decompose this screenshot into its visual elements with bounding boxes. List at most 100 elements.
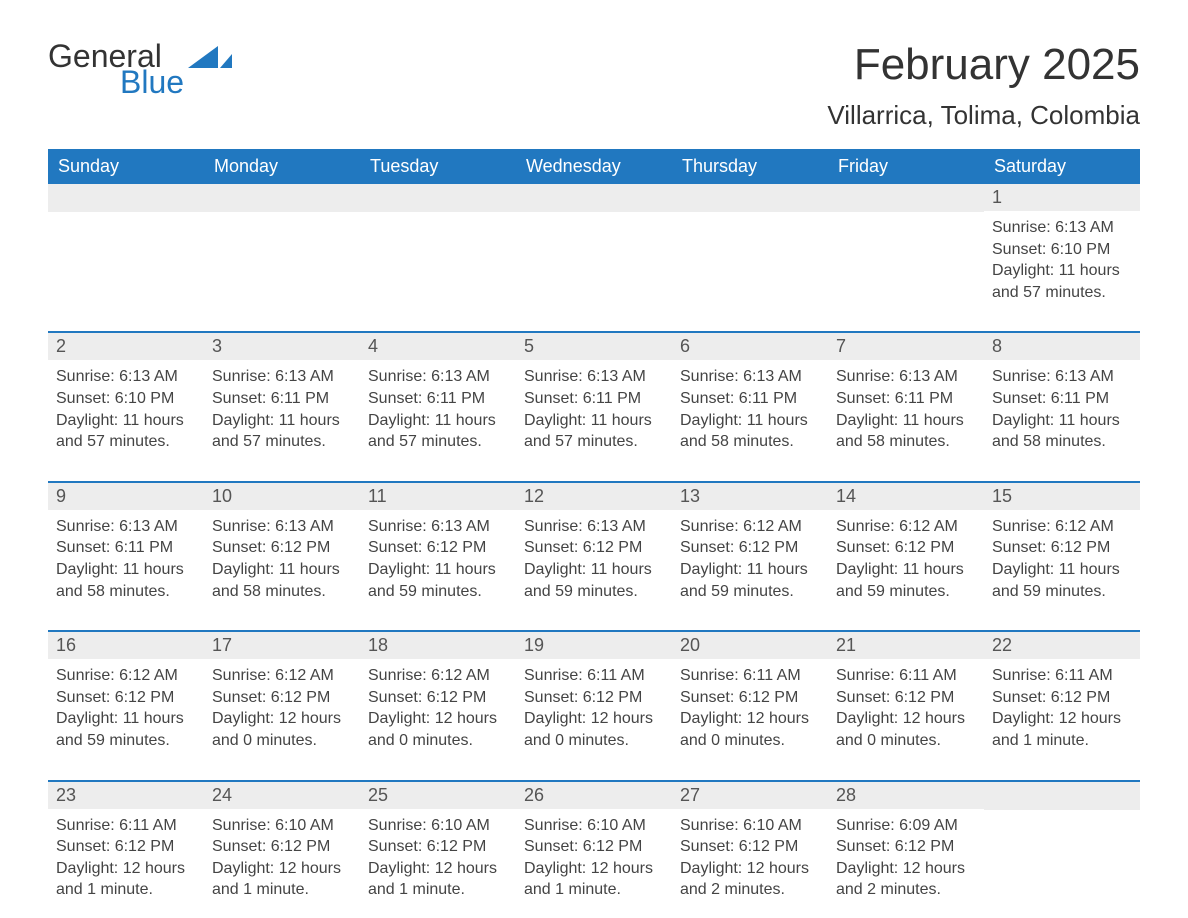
- daylight-text: Daylight: 11 hours and 57 minutes.: [992, 260, 1132, 303]
- day-number: 17: [204, 632, 360, 659]
- sunset-text: Sunset: 6:10 PM: [992, 239, 1132, 261]
- sunset-text: Sunset: 6:12 PM: [212, 836, 352, 858]
- day-cell: 28Sunrise: 6:09 AMSunset: 6:12 PMDayligh…: [828, 782, 984, 901]
- calendar-page: General Blue February 2025 Villarrica, T…: [0, 0, 1188, 918]
- day-cell: 10Sunrise: 6:13 AMSunset: 6:12 PMDayligh…: [204, 483, 360, 602]
- day-body: Sunrise: 6:11 AMSunset: 6:12 PMDaylight:…: [48, 809, 204, 901]
- day-number: 24: [204, 782, 360, 809]
- daylight-text: Daylight: 11 hours and 59 minutes.: [368, 559, 508, 602]
- day-body: Sunrise: 6:10 AMSunset: 6:12 PMDaylight:…: [204, 809, 360, 901]
- weekday-header: SundayMondayTuesdayWednesdayThursdayFrid…: [48, 149, 1140, 184]
- day-cell: 11Sunrise: 6:13 AMSunset: 6:12 PMDayligh…: [360, 483, 516, 602]
- daylight-text: Daylight: 11 hours and 57 minutes.: [56, 410, 196, 453]
- day-body: Sunrise: 6:13 AMSunset: 6:11 PMDaylight:…: [204, 360, 360, 452]
- daylight-text: Daylight: 12 hours and 1 minute.: [212, 858, 352, 901]
- daylight-text: Daylight: 12 hours and 1 minute.: [524, 858, 664, 901]
- day-body: Sunrise: 6:10 AMSunset: 6:12 PMDaylight:…: [360, 809, 516, 901]
- day-number: [828, 184, 984, 212]
- daylight-text: Daylight: 11 hours and 58 minutes.: [212, 559, 352, 602]
- sunrise-text: Sunrise: 6:10 AM: [524, 815, 664, 837]
- daylight-text: Daylight: 11 hours and 58 minutes.: [992, 410, 1132, 453]
- sunrise-text: Sunrise: 6:13 AM: [368, 516, 508, 538]
- day-cell: 4Sunrise: 6:13 AMSunset: 6:11 PMDaylight…: [360, 333, 516, 452]
- day-cell: [360, 184, 516, 303]
- sunset-text: Sunset: 6:12 PM: [524, 836, 664, 858]
- day-cell: 23Sunrise: 6:11 AMSunset: 6:12 PMDayligh…: [48, 782, 204, 901]
- daylight-text: Daylight: 11 hours and 59 minutes.: [680, 559, 820, 602]
- daylight-text: Daylight: 12 hours and 0 minutes.: [212, 708, 352, 751]
- day-cell: 16Sunrise: 6:12 AMSunset: 6:12 PMDayligh…: [48, 632, 204, 751]
- day-number: [204, 184, 360, 212]
- day-number: 4: [360, 333, 516, 360]
- sunrise-text: Sunrise: 6:12 AM: [368, 665, 508, 687]
- sunrise-text: Sunrise: 6:11 AM: [56, 815, 196, 837]
- sunrise-text: Sunrise: 6:12 AM: [680, 516, 820, 538]
- sunset-text: Sunset: 6:12 PM: [992, 537, 1132, 559]
- sunset-text: Sunset: 6:12 PM: [524, 687, 664, 709]
- day-body: Sunrise: 6:13 AMSunset: 6:11 PMDaylight:…: [672, 360, 828, 452]
- sunset-text: Sunset: 6:11 PM: [524, 388, 664, 410]
- sunset-text: Sunset: 6:12 PM: [212, 537, 352, 559]
- sunset-text: Sunset: 6:12 PM: [56, 836, 196, 858]
- day-number: 6: [672, 333, 828, 360]
- weeks-container: 1Sunrise: 6:13 AMSunset: 6:10 PMDaylight…: [48, 184, 1140, 901]
- sunrise-text: Sunrise: 6:13 AM: [680, 366, 820, 388]
- day-number: 23: [48, 782, 204, 809]
- day-body: Sunrise: 6:09 AMSunset: 6:12 PMDaylight:…: [828, 809, 984, 901]
- day-body: Sunrise: 6:12 AMSunset: 6:12 PMDaylight:…: [984, 510, 1140, 602]
- daylight-text: Daylight: 11 hours and 57 minutes.: [368, 410, 508, 453]
- day-number: [984, 782, 1140, 810]
- week-row: 2Sunrise: 6:13 AMSunset: 6:10 PMDaylight…: [48, 331, 1140, 452]
- sunset-text: Sunset: 6:12 PM: [992, 687, 1132, 709]
- sunset-text: Sunset: 6:10 PM: [56, 388, 196, 410]
- day-body: Sunrise: 6:11 AMSunset: 6:12 PMDaylight:…: [672, 659, 828, 751]
- day-cell: [516, 184, 672, 303]
- weekday-cell: Monday: [204, 149, 360, 184]
- daylight-text: Daylight: 11 hours and 58 minutes.: [680, 410, 820, 453]
- day-cell: 1Sunrise: 6:13 AMSunset: 6:10 PMDaylight…: [984, 184, 1140, 303]
- daylight-text: Daylight: 11 hours and 59 minutes.: [524, 559, 664, 602]
- sunset-text: Sunset: 6:12 PM: [368, 687, 508, 709]
- day-number: [48, 184, 204, 212]
- day-body: Sunrise: 6:13 AMSunset: 6:10 PMDaylight:…: [984, 211, 1140, 303]
- day-body: Sunrise: 6:11 AMSunset: 6:12 PMDaylight:…: [516, 659, 672, 751]
- day-body: Sunrise: 6:13 AMSunset: 6:11 PMDaylight:…: [516, 360, 672, 452]
- header-row: General Blue February 2025 Villarrica, T…: [48, 40, 1140, 131]
- day-cell: [48, 184, 204, 303]
- daylight-text: Daylight: 11 hours and 59 minutes.: [992, 559, 1132, 602]
- day-cell: 25Sunrise: 6:10 AMSunset: 6:12 PMDayligh…: [360, 782, 516, 901]
- sunrise-text: Sunrise: 6:12 AM: [836, 516, 976, 538]
- day-cell: 13Sunrise: 6:12 AMSunset: 6:12 PMDayligh…: [672, 483, 828, 602]
- sunset-text: Sunset: 6:11 PM: [56, 537, 196, 559]
- day-number: 18: [360, 632, 516, 659]
- week-row: 23Sunrise: 6:11 AMSunset: 6:12 PMDayligh…: [48, 780, 1140, 901]
- day-body: Sunrise: 6:10 AMSunset: 6:12 PMDaylight:…: [516, 809, 672, 901]
- sunrise-text: Sunrise: 6:12 AM: [212, 665, 352, 687]
- logo-text: General Blue: [48, 40, 184, 98]
- day-number: 5: [516, 333, 672, 360]
- day-cell: [828, 184, 984, 303]
- day-number: 19: [516, 632, 672, 659]
- flag-icon: [188, 46, 232, 74]
- daylight-text: Daylight: 12 hours and 0 minutes.: [680, 708, 820, 751]
- day-number: 1: [984, 184, 1140, 211]
- day-cell: 6Sunrise: 6:13 AMSunset: 6:11 PMDaylight…: [672, 333, 828, 452]
- sunset-text: Sunset: 6:11 PM: [680, 388, 820, 410]
- sunrise-text: Sunrise: 6:12 AM: [992, 516, 1132, 538]
- sunrise-text: Sunrise: 6:13 AM: [836, 366, 976, 388]
- day-cell: 20Sunrise: 6:11 AMSunset: 6:12 PMDayligh…: [672, 632, 828, 751]
- day-cell: 17Sunrise: 6:12 AMSunset: 6:12 PMDayligh…: [204, 632, 360, 751]
- day-body: Sunrise: 6:13 AMSunset: 6:11 PMDaylight:…: [48, 510, 204, 602]
- sunset-text: Sunset: 6:11 PM: [992, 388, 1132, 410]
- day-cell: 19Sunrise: 6:11 AMSunset: 6:12 PMDayligh…: [516, 632, 672, 751]
- title-block: February 2025 Villarrica, Tolima, Colomb…: [827, 40, 1140, 131]
- location: Villarrica, Tolima, Colombia: [827, 100, 1140, 131]
- day-body: Sunrise: 6:11 AMSunset: 6:12 PMDaylight:…: [828, 659, 984, 751]
- day-body: Sunrise: 6:12 AMSunset: 6:12 PMDaylight:…: [828, 510, 984, 602]
- day-cell: 5Sunrise: 6:13 AMSunset: 6:11 PMDaylight…: [516, 333, 672, 452]
- sunrise-text: Sunrise: 6:10 AM: [368, 815, 508, 837]
- daylight-text: Daylight: 12 hours and 1 minute.: [56, 858, 196, 901]
- sunrise-text: Sunrise: 6:13 AM: [524, 516, 664, 538]
- sunrise-text: Sunrise: 6:13 AM: [56, 366, 196, 388]
- week-row: 1Sunrise: 6:13 AMSunset: 6:10 PMDaylight…: [48, 184, 1140, 303]
